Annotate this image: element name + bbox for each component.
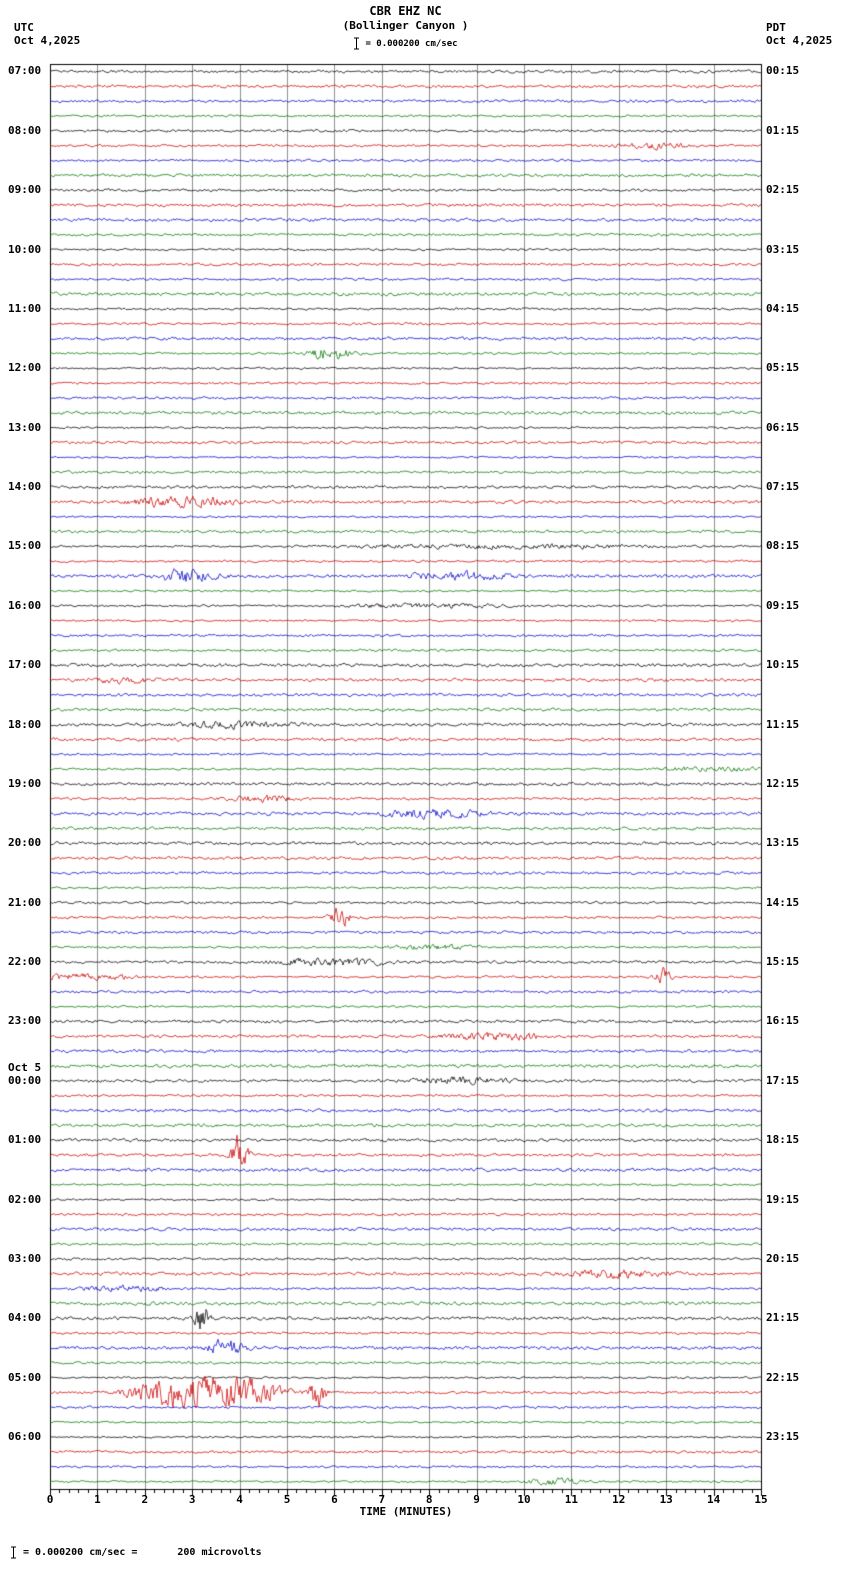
footer-equivalence-text: 200 microvolts [177,1547,262,1558]
footer-scale-text: = 0.000200 cm/sec = [23,1547,138,1558]
footer-scale-note: = 0.000200 cm/sec = 200 microvolts [10,1546,262,1559]
scale-bar-icon-small [11,1546,16,1559]
x-axis-label: TIME (MINUTES) [359,1505,453,1518]
